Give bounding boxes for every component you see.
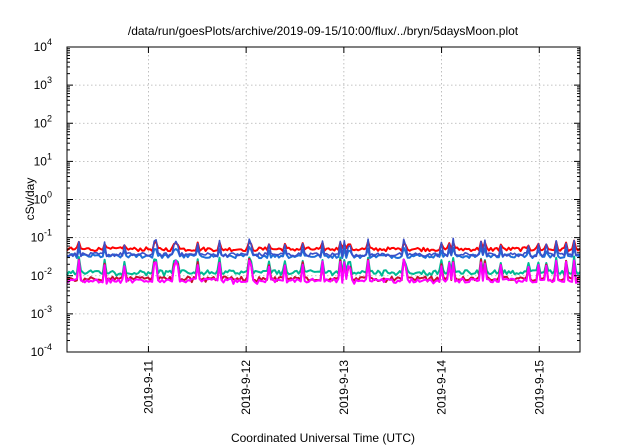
chart-title: /data/run/goesPlots/archive/2019-09-15/1… xyxy=(128,24,519,38)
y-tick-label: 101 xyxy=(34,151,52,168)
y-tick-label: 104 xyxy=(34,37,52,54)
y-tick-label: 102 xyxy=(34,113,52,130)
y-tick-label: 10-1 xyxy=(31,228,52,245)
x-tick-label: 2019-9-12 xyxy=(239,360,253,415)
y-tick-label: 10-4 xyxy=(31,342,52,359)
series-line xyxy=(66,258,581,285)
x-tick-label: 2019-9-11 xyxy=(141,360,155,414)
series-line xyxy=(66,237,581,258)
series-group xyxy=(66,237,581,285)
x-axis-label: Coordinated Universal Time (UTC) xyxy=(231,431,415,445)
y-tick-label: 10-2 xyxy=(31,266,52,283)
x-tick-label: 2019-9-15 xyxy=(532,360,546,415)
y-tick-label: 103 xyxy=(34,75,52,92)
y-axis-label: cSv/day xyxy=(23,178,37,221)
y-tick-label: 10-3 xyxy=(31,304,52,321)
x-tick-label: 2019-9-14 xyxy=(435,360,449,415)
grid xyxy=(67,47,580,352)
x-tick-label: 2019-9-13 xyxy=(337,360,351,415)
axis-ticks: 10-410-310-210-11001011021031042019-9-11… xyxy=(31,37,580,415)
